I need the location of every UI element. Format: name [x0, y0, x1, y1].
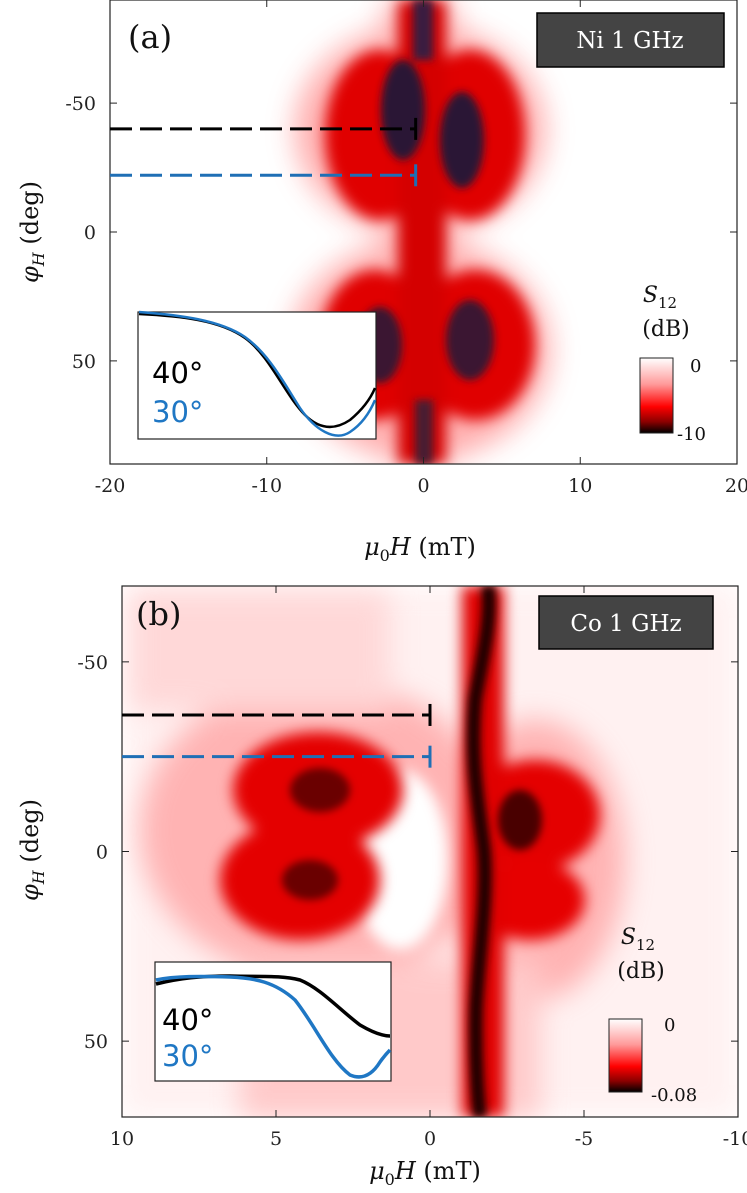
svg-text:Ni 1 GHz: Ni 1 GHz: [576, 28, 683, 54]
x-tick-label-a: 0: [417, 475, 429, 497]
y-tick-label-b: 50: [84, 1031, 108, 1053]
inset-b-line-30: [155, 974, 392, 1079]
markers-b: [122, 703, 432, 768]
heatmap-a: [290, 0, 550, 464]
ticks-a: -20 -10 0 10 20 -50 0 50: [65, 0, 747, 497]
inset-b: 40° 30°: [154, 961, 392, 1082]
svg-text:0: 0: [690, 356, 701, 377]
y-tick-label-b: 0: [96, 842, 108, 864]
y-tick-label-a: 0: [84, 222, 96, 244]
inset-a: 40° 30°: [137, 310, 377, 440]
ylabel-b: φH (deg): [16, 799, 48, 901]
x-tick-label-a: 20: [725, 475, 747, 497]
panel-label-a: (a): [128, 18, 172, 56]
svg-text:Co 1 GHz: Co 1 GHz: [570, 611, 681, 637]
svg-text:S12: S12: [643, 283, 677, 312]
x-tick-label-b: 10: [110, 1128, 134, 1150]
y-tick-label-a: -50: [65, 93, 96, 115]
colorbar-b: S12 (dB) 0 -0.08: [608, 925, 697, 1106]
svg-text:(dB): (dB): [642, 317, 689, 342]
x-tick-label-a: -20: [95, 475, 126, 497]
svg-text:(dB): (dB): [617, 959, 664, 984]
colorbar-a: S12 (dB) 0 -10: [639, 283, 706, 445]
x-tick-label-b: 0: [424, 1128, 436, 1150]
xlabel-a: μ0H (mT): [364, 533, 476, 565]
panel-label-b: (b): [136, 595, 181, 633]
badge-b: Co 1 GHz: [538, 595, 714, 650]
svg-text:-10: -10: [677, 424, 706, 445]
badge-a: Ni 1 GHz: [536, 12, 725, 68]
x-tick-label-b: 5: [270, 1128, 282, 1150]
svg-text:-0.08: -0.08: [651, 1085, 697, 1106]
y-tick-label-a: 50: [72, 351, 96, 373]
svg-text:0: 0: [664, 1015, 675, 1036]
inset-a-line-30: [138, 310, 377, 437]
xlabel-b: μ0H (mT): [369, 1157, 481, 1189]
inset-b-label-40: 40°: [162, 1003, 213, 1037]
inset-a-label-30: 30°: [152, 395, 203, 429]
x-tick-label-a: 10: [568, 475, 592, 497]
svg-text:S12: S12: [621, 925, 655, 954]
inset-a-label-40: 40°: [152, 356, 203, 390]
inset-b-label-30: 30°: [162, 1039, 213, 1073]
x-tick-label-a: -10: [251, 475, 282, 497]
x-tick-label-b: -10: [723, 1128, 747, 1150]
x-tick-label-b: -5: [575, 1128, 594, 1150]
y-tick-label-b: -50: [77, 652, 108, 674]
markers-a: [110, 117, 418, 187]
ylabel-a: φH (deg): [16, 181, 48, 283]
